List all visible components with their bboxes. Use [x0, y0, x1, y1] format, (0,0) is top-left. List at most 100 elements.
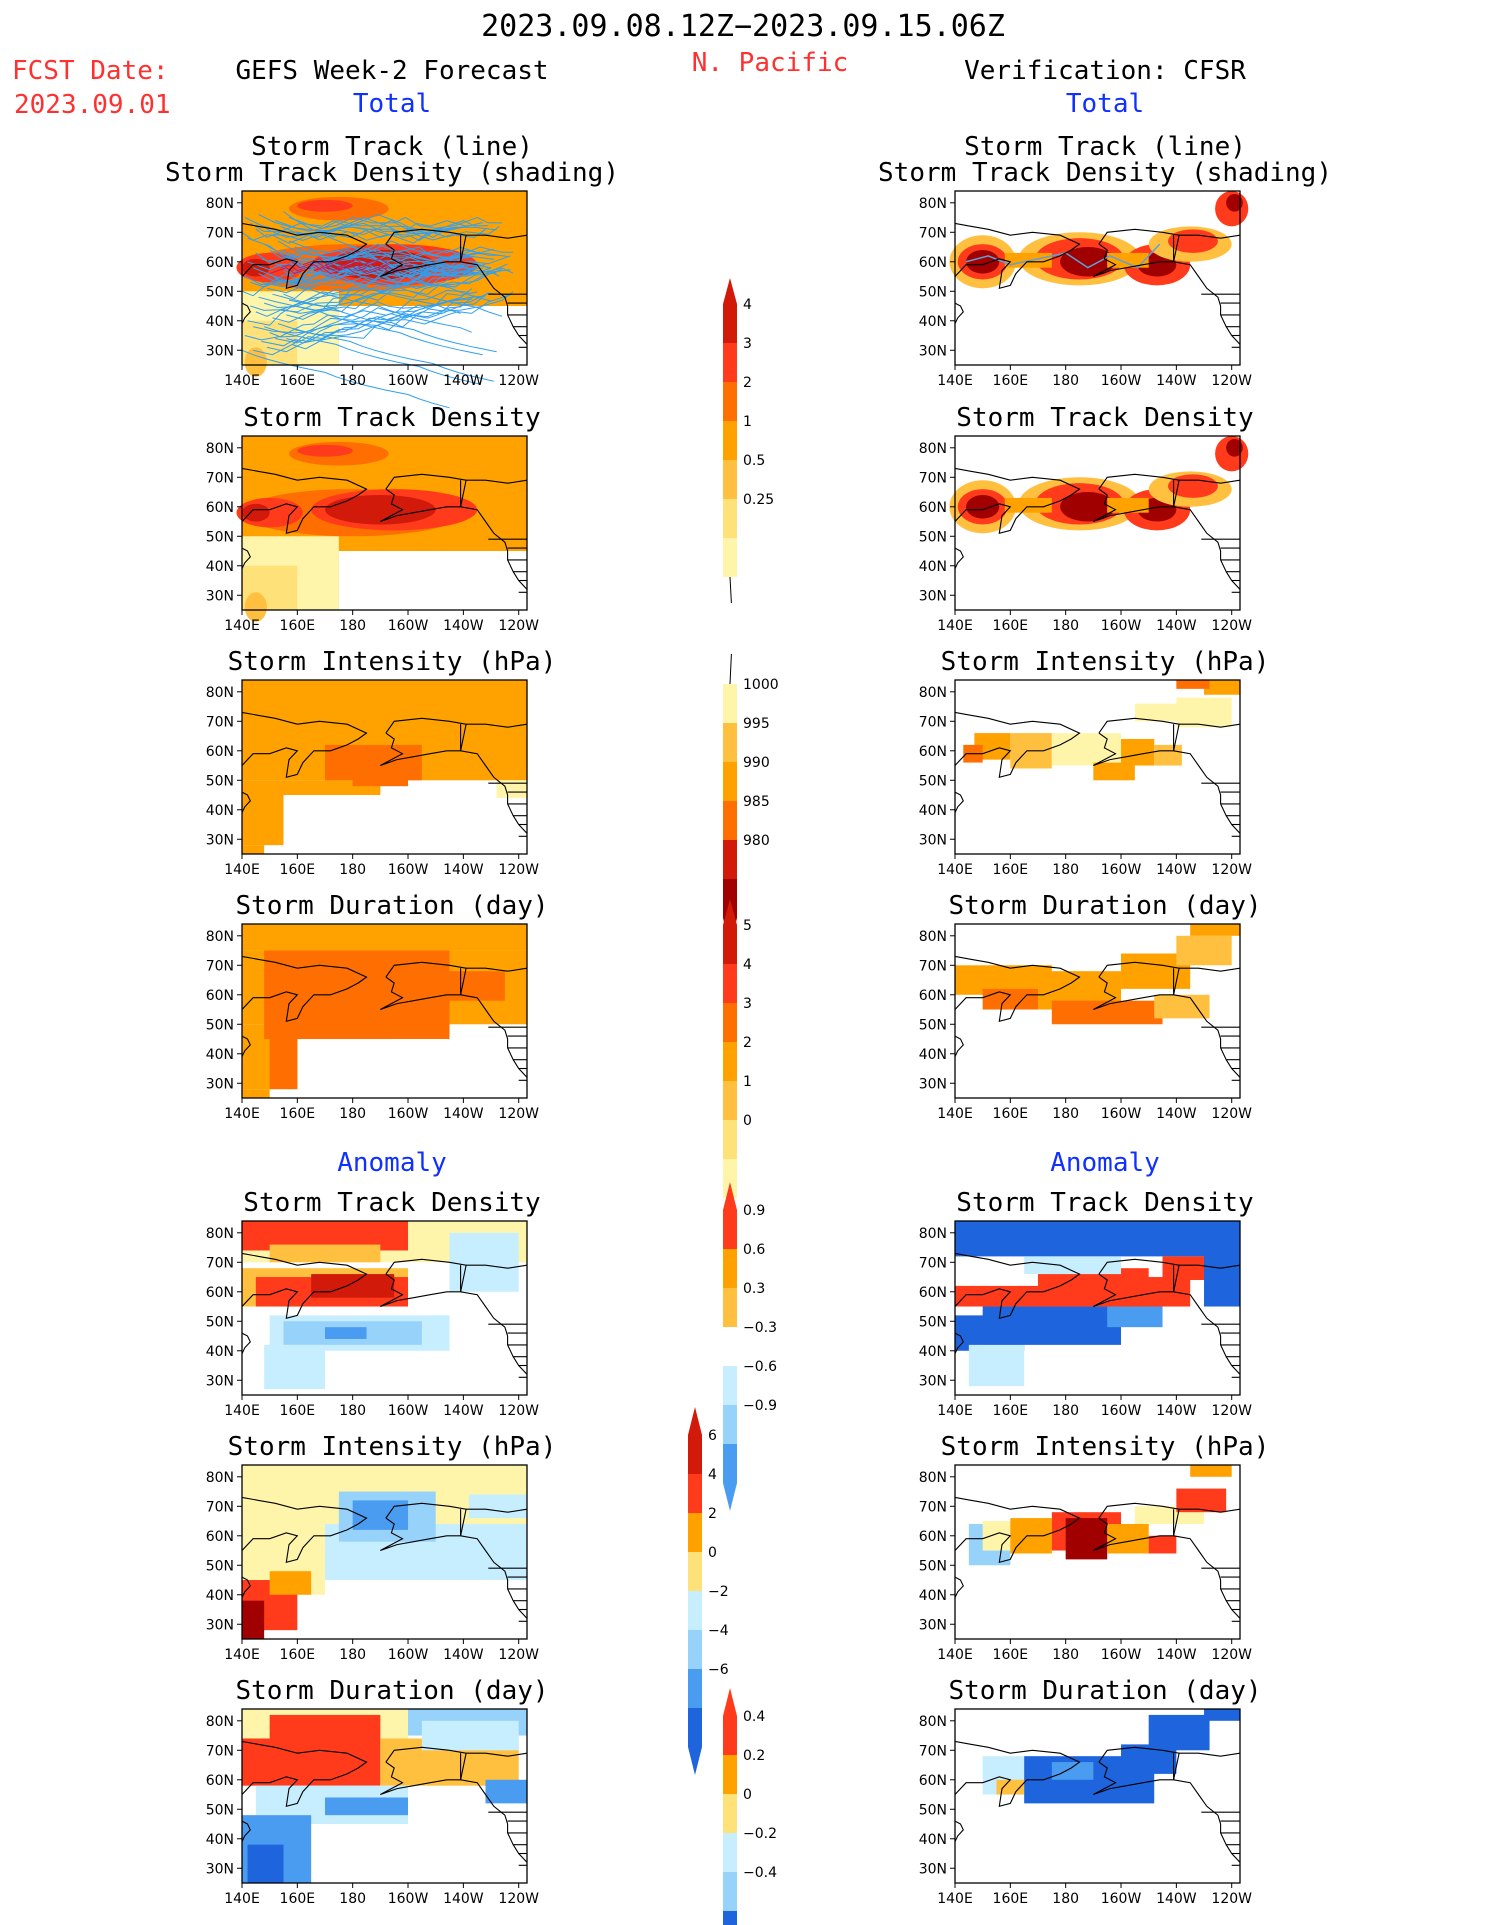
- lon-tick-label: 180: [339, 1106, 366, 1122]
- lat-tick-label: 40N: [919, 803, 947, 819]
- lat-tick-label: 70N: [206, 1255, 234, 1271]
- lat-tick-label: 80N: [206, 1226, 234, 1242]
- lat-tick-label: 30N: [919, 1861, 947, 1877]
- colorbar-tick-label: 0.2: [743, 1748, 765, 1764]
- left-duration-anom-title: Storm Duration (day): [235, 1676, 549, 1706]
- lon-tick-label: 140E: [937, 1891, 973, 1907]
- lat-tick-label: 50N: [206, 1558, 234, 1574]
- lat-tick-label: 30N: [919, 1617, 947, 1633]
- colorbar-tick-label: −2: [708, 1584, 729, 1600]
- lat-tick-label: 60N: [206, 1773, 234, 1789]
- lon-tick-label: 140W: [443, 862, 484, 878]
- map-fcst-intensity: 80N 70N 60N 50N 40N 30N 140E 160E 180 160W 140W 120…: [206, 679, 539, 878]
- lon-tick-label: 160W: [388, 862, 429, 878]
- lon-tick-label: 140E: [224, 618, 260, 634]
- lat-tick-label: 40N: [206, 314, 234, 330]
- lat-tick-label: 60N: [919, 1529, 947, 1545]
- lat-tick-label: 40N: [206, 1344, 234, 1360]
- lat-tick-label: 60N: [919, 500, 947, 516]
- lat-tick-label: 50N: [206, 1802, 234, 1818]
- colorbar-tick-label: 3: [743, 996, 752, 1012]
- lon-tick-label: 140E: [937, 1106, 973, 1122]
- lat-tick-label: 30N: [919, 588, 947, 604]
- colorbar-tick-label: 0.3: [743, 1281, 765, 1297]
- colorbar-tick-label: 0: [743, 1787, 752, 1803]
- lat-tick-label: 30N: [206, 1076, 234, 1092]
- lon-tick-label: 180: [1052, 1106, 1079, 1122]
- map-obs-intensity-anom: 80N 70N 60N 50N 40N 30N 140E 160E 180 160W 140W 120…: [919, 1464, 1252, 1663]
- colorbar-tick-label: 1: [743, 414, 752, 430]
- lat-tick-label: 50N: [919, 1017, 947, 1033]
- lon-tick-label: 180: [339, 862, 366, 878]
- left-intensity-title: Storm Intensity (hPa): [227, 647, 557, 677]
- lat-tick-label: 70N: [206, 470, 234, 486]
- fcst-date-label: FCST Date:: [12, 56, 169, 86]
- lon-tick-label: 120W: [1211, 862, 1252, 878]
- lon-tick-label: 160E: [993, 373, 1029, 389]
- lat-tick-label: 70N: [206, 714, 234, 730]
- lon-tick-label: 180: [339, 373, 366, 389]
- lon-tick-label: 140E: [937, 1403, 973, 1419]
- colorbar-tick-label: −0.9: [743, 1398, 777, 1414]
- left-duration-title: Storm Duration (day): [235, 891, 549, 921]
- lon-tick-label: 160E: [280, 1403, 316, 1419]
- lat-tick-label: 40N: [206, 1832, 234, 1848]
- lat-tick-label: 70N: [919, 1255, 947, 1271]
- colorbar-tick-label: 1: [743, 1074, 752, 1090]
- lon-tick-label: 120W: [498, 862, 539, 878]
- colorbar-tick-label: −6: [708, 1662, 729, 1678]
- colorbar-tick-label: 5: [743, 918, 752, 934]
- lon-tick-label: 180: [1052, 862, 1079, 878]
- map-fcst-intensity-anom: 80N 70N 60N 50N 40N 30N 140E 160E 180 160W 140W 120…: [206, 1464, 539, 1663]
- lat-tick-label: 60N: [206, 255, 234, 271]
- lon-tick-label: 140E: [224, 1891, 260, 1907]
- lat-tick-label: 80N: [919, 929, 947, 945]
- lon-tick-label: 140W: [1156, 1106, 1197, 1122]
- colorbar-tick-label: 2: [743, 1035, 752, 1051]
- lon-tick-label: 140W: [443, 373, 484, 389]
- lon-tick-label: 160E: [993, 1647, 1029, 1663]
- lon-tick-label: 120W: [1211, 1403, 1252, 1419]
- lat-tick-label: 40N: [919, 314, 947, 330]
- colorbar-tick-label: 0: [708, 1545, 717, 1561]
- lon-tick-label: 140W: [1156, 618, 1197, 634]
- lat-tick-label: 50N: [206, 1314, 234, 1330]
- lon-tick-label: 120W: [498, 1403, 539, 1419]
- map-obs-density: 80N 70N 60N 50N 40N 30N 140E 160E 180 160W 140W 120…: [919, 435, 1252, 634]
- lat-tick-label: 30N: [206, 343, 234, 359]
- colorbar-tick-label: −0.3: [743, 1320, 777, 1336]
- lon-tick-label: 180: [339, 1891, 366, 1907]
- lon-tick-label: 160E: [280, 373, 316, 389]
- lat-tick-label: 80N: [206, 685, 234, 701]
- colorbar-tick-label: −0.6: [743, 1359, 777, 1375]
- lat-tick-label: 70N: [206, 1499, 234, 1515]
- lon-tick-label: 160E: [993, 1891, 1029, 1907]
- lat-tick-label: 40N: [919, 1588, 947, 1604]
- lat-tick-label: 50N: [206, 773, 234, 789]
- colorbar-tick-label: 1000: [743, 677, 779, 693]
- lon-tick-label: 160E: [993, 618, 1029, 634]
- colorbar-tick-label: −0.2: [743, 1826, 777, 1842]
- map-fcst-density: 80N 70N 60N 50N 40N 30N 140E 160E 180 160W 140W 120…: [206, 435, 539, 634]
- left-density-title: Storm Track Density: [243, 403, 541, 433]
- lon-tick-label: 140W: [443, 1403, 484, 1419]
- right-density-title: Storm Track Density: [956, 403, 1254, 433]
- colorbar-tick-label: 0: [743, 1113, 752, 1129]
- lat-tick-label: 70N: [919, 958, 947, 974]
- lon-tick-label: 120W: [1211, 1106, 1252, 1122]
- lat-tick-label: 60N: [206, 1529, 234, 1545]
- lat-tick-label: 40N: [919, 559, 947, 575]
- lat-tick-label: 80N: [206, 929, 234, 945]
- left-intensity-anom-title: Storm Intensity (hPa): [227, 1432, 557, 1462]
- lat-tick-label: 50N: [206, 529, 234, 545]
- map-obs-intensity: 80N 70N 60N 50N 40N 30N 140E 160E 180 160W 140W 120…: [919, 679, 1252, 878]
- lat-tick-label: 50N: [919, 773, 947, 789]
- colorbar-tick-label: −0.4: [743, 1865, 777, 1881]
- colorbar-tick-label: 0.6: [743, 1242, 765, 1258]
- lon-tick-label: 160W: [1101, 1106, 1142, 1122]
- colorbar-density-total: 4 3 2 1 0.5 0.25: [723, 278, 774, 604]
- right-track-title-1: Storm Track (line): [964, 132, 1246, 162]
- lon-tick-label: 160E: [993, 862, 1029, 878]
- lon-tick-label: 160W: [388, 1891, 429, 1907]
- lon-tick-label: 160E: [280, 1106, 316, 1122]
